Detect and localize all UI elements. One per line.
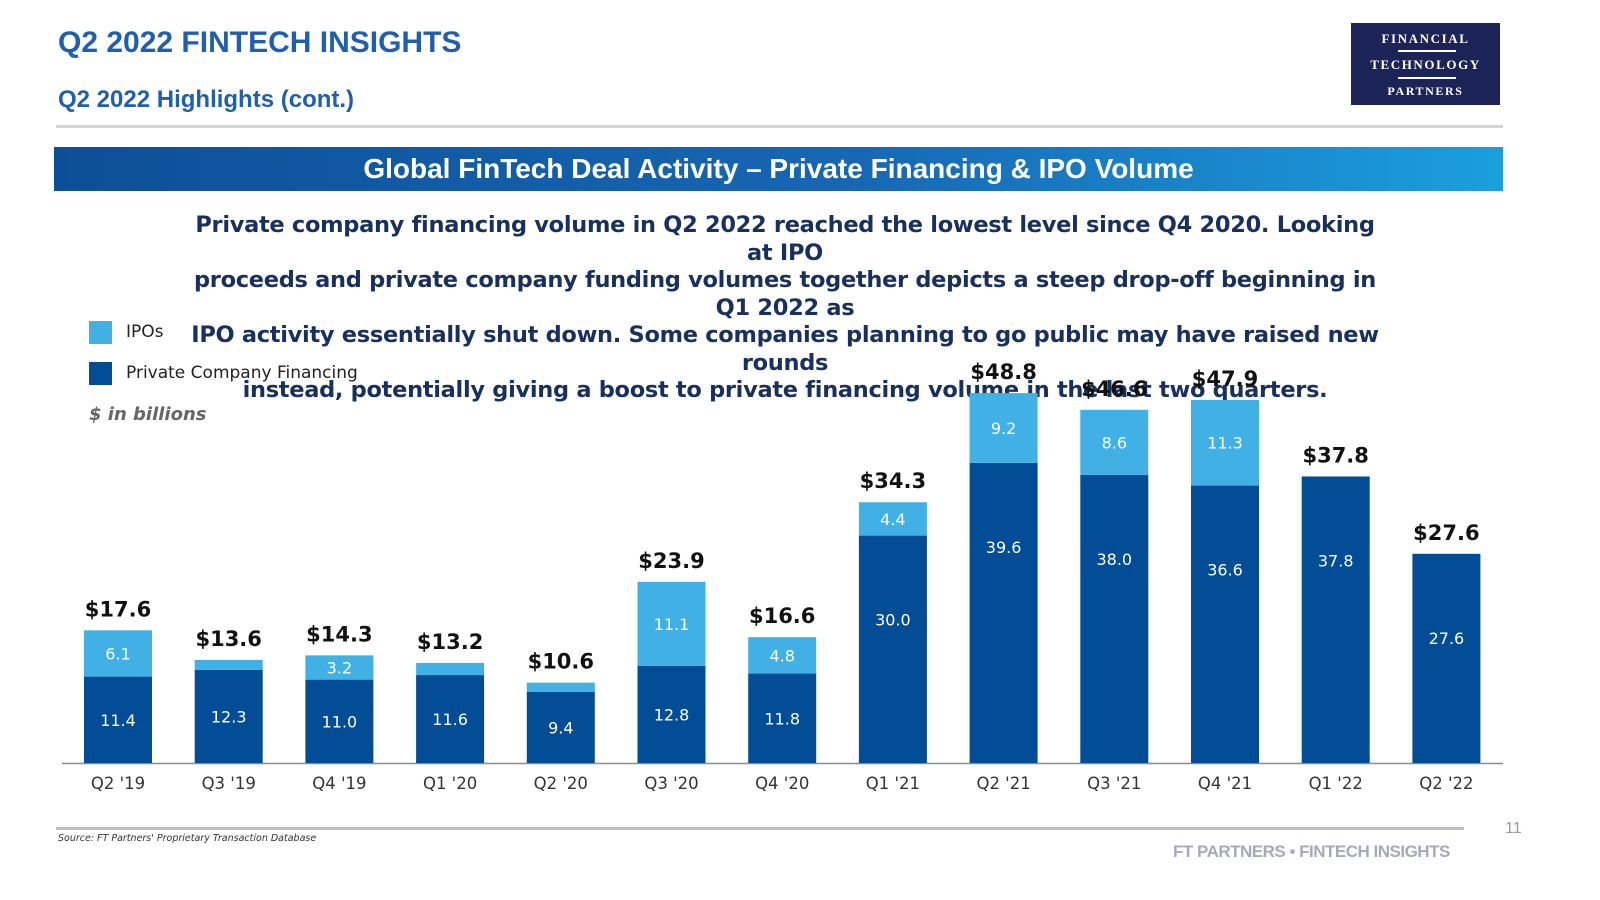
bar-ipos bbox=[84, 630, 152, 677]
total-label: $34.3 bbox=[860, 469, 926, 493]
bar-private-financing bbox=[194, 669, 263, 763]
segment-label-private-financing: 11.0 bbox=[322, 712, 358, 731]
logo-divider-2 bbox=[1398, 77, 1456, 79]
bar-private-financing bbox=[858, 535, 927, 763]
segment-label-private-financing: 38.0 bbox=[1096, 550, 1132, 569]
x-tick-label: Q2 '22 bbox=[1419, 774, 1473, 793]
bar-private-financing bbox=[416, 675, 485, 763]
description-line: proceeds and private company funding vol… bbox=[194, 267, 1376, 321]
x-tick-label: Q1 '20 bbox=[423, 774, 477, 793]
bar-ipos bbox=[748, 637, 817, 674]
total-label: $37.8 bbox=[1302, 443, 1368, 467]
bar-ipos bbox=[526, 682, 595, 692]
bar-private-financing bbox=[1412, 553, 1481, 763]
x-tick-label: Q1 '22 bbox=[1309, 774, 1363, 793]
total-label: $46.6 bbox=[1081, 377, 1147, 401]
header-divider bbox=[56, 125, 1503, 128]
x-tick-label: Q3 '21 bbox=[1087, 774, 1141, 793]
segment-label-ipos: 11.3 bbox=[1207, 434, 1243, 453]
segment-label-private-financing: 39.6 bbox=[986, 538, 1022, 557]
total-label: $17.6 bbox=[85, 597, 151, 621]
bar-ipos bbox=[305, 655, 374, 680]
x-tick-label: Q4 '20 bbox=[755, 774, 809, 793]
segment-label-private-financing: 12.8 bbox=[654, 705, 690, 724]
legend-label-private-financing: Private Company Financing bbox=[126, 363, 358, 383]
bar-private-financing bbox=[305, 679, 374, 763]
segment-label-private-financing: 11.4 bbox=[100, 711, 136, 730]
bar-ipos bbox=[858, 502, 927, 536]
bar-ipos bbox=[194, 659, 263, 670]
x-tick-label: Q2 '20 bbox=[534, 774, 588, 793]
section-banner: Global FinTech Deal Activity – Private F… bbox=[54, 147, 1503, 191]
segment-label-ipos: 11.1 bbox=[654, 615, 690, 634]
description-line: instead, potentially giving a boost to p… bbox=[242, 377, 1328, 403]
total-label: $14.3 bbox=[306, 622, 372, 646]
description-paragraph: Private company financing volume in Q2 2… bbox=[190, 212, 1380, 405]
logo-line-1: FINANCIAL bbox=[1381, 31, 1470, 46]
page-number: 11 bbox=[1505, 820, 1522, 837]
segment-label-private-financing: 11.6 bbox=[432, 710, 468, 729]
bar-private-financing bbox=[748, 673, 817, 763]
segment-label-private-financing: 27.6 bbox=[1429, 629, 1465, 648]
logo-divider-1 bbox=[1398, 50, 1456, 52]
segment-label-private-financing: 12.3 bbox=[211, 707, 247, 726]
company-logo: FINANCIAL TECHNOLOGY PARTNERS bbox=[1351, 23, 1500, 105]
segment-label-ipos: 6.1 bbox=[105, 644, 130, 663]
bar-private-financing bbox=[1301, 476, 1370, 763]
bar-private-financing bbox=[1080, 474, 1149, 763]
bar-private-financing bbox=[969, 462, 1038, 763]
bar-ipos bbox=[416, 662, 485, 676]
description-line: IPO activity essentially shut down. Some… bbox=[191, 322, 1379, 376]
x-tick-label: Q2 '21 bbox=[976, 774, 1030, 793]
logo-line-2: TECHNOLOGY bbox=[1370, 57, 1481, 72]
bar-ipos bbox=[637, 581, 706, 666]
description-line: Private company financing volume in Q2 2… bbox=[195, 212, 1375, 266]
footer-brand: FT PARTNERS • FINTECH INSIGHTS bbox=[1173, 842, 1450, 861]
bar-ipos bbox=[1191, 399, 1259, 486]
bar-private-financing bbox=[637, 665, 706, 763]
total-label: $47.9 bbox=[1192, 367, 1258, 391]
segment-label-ipos: 4.4 bbox=[880, 510, 905, 529]
logo-line-3: PARTNERS bbox=[1387, 84, 1464, 98]
x-tick-label: Q1 '21 bbox=[866, 774, 920, 793]
footer-divider bbox=[56, 827, 1464, 830]
total-label: $13.6 bbox=[195, 627, 261, 651]
bar-ipos bbox=[1080, 409, 1149, 475]
legend-label-ipos: IPOs bbox=[126, 322, 164, 342]
page-title: Q2 2022 FINTECH INSIGHTS bbox=[58, 26, 462, 59]
legend-swatch-private-financing bbox=[89, 362, 112, 385]
segment-label-private-financing: 37.8 bbox=[1318, 551, 1354, 570]
bar-private-financing bbox=[526, 691, 595, 763]
total-label: $10.6 bbox=[528, 650, 594, 674]
segment-label-ipos: 4.8 bbox=[769, 646, 794, 665]
segment-label-private-financing: 36.6 bbox=[1207, 561, 1243, 580]
total-label: $48.8 bbox=[970, 360, 1036, 384]
segment-label-ipos: 8.6 bbox=[1102, 433, 1127, 452]
segment-label-private-financing: 11.8 bbox=[764, 709, 800, 728]
x-tick-label: Q2 '19 bbox=[91, 774, 145, 793]
units-note: $ in billions bbox=[89, 404, 207, 425]
segment-label-private-financing: 9.4 bbox=[548, 718, 573, 737]
page-subtitle: Q2 2022 Highlights (cont.) bbox=[58, 86, 355, 113]
total-label: $13.2 bbox=[417, 630, 483, 654]
x-tick-label: Q3 '19 bbox=[202, 774, 256, 793]
source-note: Source: FT Partners' Proprietary Transac… bbox=[58, 833, 317, 844]
total-label: $23.9 bbox=[638, 549, 704, 573]
bar-ipos bbox=[969, 393, 1038, 463]
x-tick-label: Q4 '21 bbox=[1198, 774, 1252, 793]
x-tick-label: Q4 '19 bbox=[312, 774, 366, 793]
bar-private-financing bbox=[1191, 485, 1259, 763]
segment-label-ipos: 3.2 bbox=[327, 658, 352, 677]
legend-swatch-ipos bbox=[89, 321, 112, 344]
x-tick-label: Q3 '20 bbox=[644, 774, 698, 793]
total-label: $16.6 bbox=[749, 604, 815, 628]
bar-private-financing bbox=[84, 676, 152, 763]
segment-label-private-financing: 30.0 bbox=[875, 611, 911, 630]
segment-label-ipos: 9.2 bbox=[991, 419, 1016, 438]
total-label: $27.6 bbox=[1413, 521, 1479, 545]
